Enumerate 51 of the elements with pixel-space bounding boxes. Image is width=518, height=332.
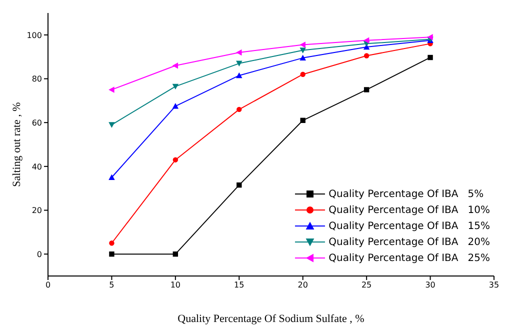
x-tick-label: 25 <box>361 280 372 290</box>
legend-entry: Quality Percentage Of IBA 5% <box>294 186 490 202</box>
point <box>172 251 178 257</box>
legend-label: Quality Percentage Of IBA 15% <box>328 220 490 232</box>
point <box>236 72 242 78</box>
x-tick-label: 15 <box>234 280 244 290</box>
point <box>363 37 370 44</box>
legend-entry: Quality Percentage Of IBA 15% <box>294 218 490 234</box>
point <box>109 240 114 246</box>
point <box>427 34 433 40</box>
y-tick-label: 20 <box>32 206 42 216</box>
point <box>172 62 178 69</box>
legend-entry: Quality Percentage Of IBA 20% <box>294 234 490 250</box>
y-tick-label: 100 <box>26 30 42 40</box>
y-tick-label: 0 <box>36 250 42 259</box>
point <box>108 174 115 180</box>
point <box>172 157 178 162</box>
point <box>236 49 242 56</box>
y-tick-label: 80 <box>32 74 42 84</box>
y-tick-label: 60 <box>32 118 42 128</box>
x-tick-label: 35 <box>488 280 500 290</box>
x-tick-label: 10 <box>170 280 181 290</box>
x-tick-label: 0 <box>45 280 51 290</box>
x-tick-label: 20 <box>298 280 308 290</box>
legend-label: Quality Percentage Of IBA 25% <box>328 252 490 264</box>
point <box>109 251 114 257</box>
point <box>236 182 242 188</box>
point <box>172 84 179 90</box>
point <box>300 48 306 54</box>
point <box>300 118 306 123</box>
legend-entry: Quality Percentage Of IBA 10% <box>294 202 490 218</box>
point <box>300 54 306 61</box>
y-axis-title: Salting out rate , % <box>10 102 23 187</box>
point <box>236 106 242 112</box>
x-tick-label: 30 <box>425 280 436 290</box>
point <box>364 87 370 92</box>
point <box>300 42 306 48</box>
point <box>300 72 306 77</box>
y-tick-label: 40 <box>32 162 42 172</box>
x-tick-label: 5 <box>109 280 114 290</box>
point <box>364 53 370 58</box>
point <box>172 103 179 109</box>
point <box>236 60 242 67</box>
legend-entry: Quality Percentage Of IBA 25% <box>294 250 490 266</box>
legend-label: Quality Percentage Of IBA 20% <box>328 236 490 248</box>
point <box>108 86 114 93</box>
legend-label: Quality Percentage Of IBA 5% <box>328 188 484 200</box>
legend-label: Quality Percentage Of IBA 10% <box>328 204 490 216</box>
point <box>428 54 433 60</box>
point <box>108 122 115 128</box>
x-axis-title: Quality Percentage Of Sodium Sulfate , % <box>178 313 364 325</box>
